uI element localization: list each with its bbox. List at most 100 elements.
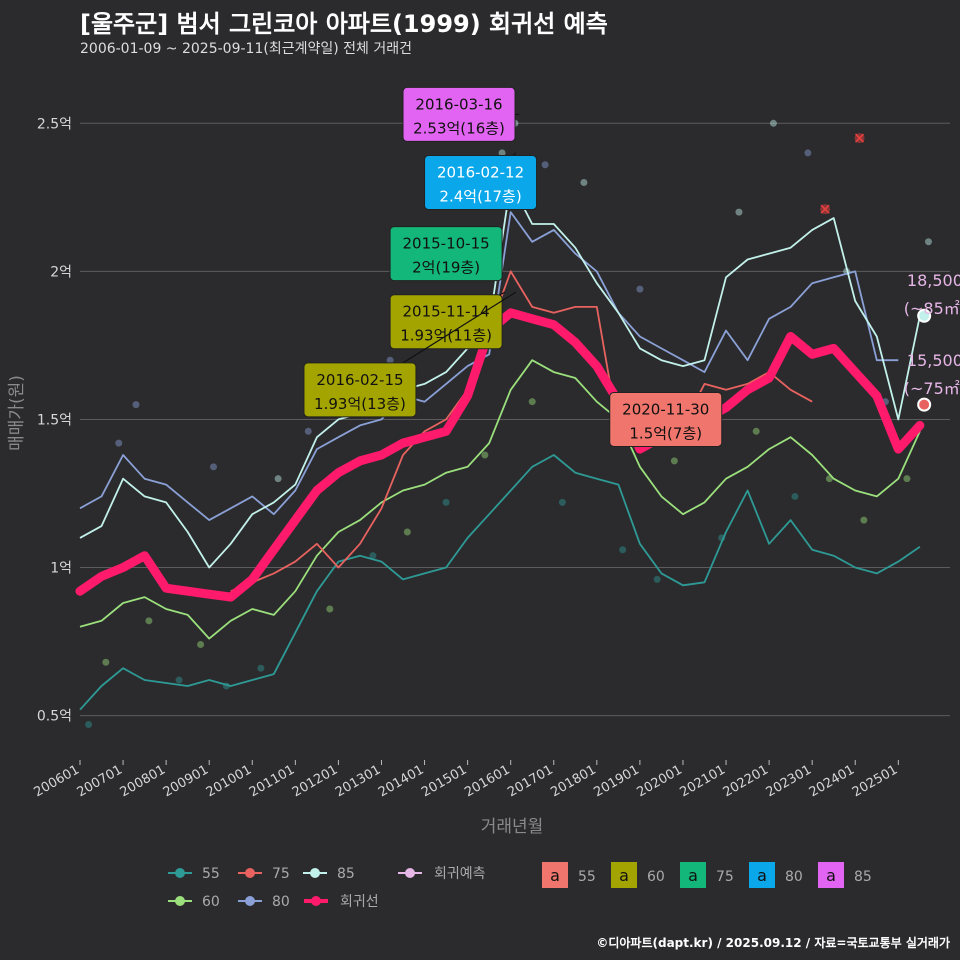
legend-trend-dot	[311, 896, 321, 906]
forecast-point	[917, 308, 932, 323]
scatter-point	[558, 498, 566, 506]
x-marker-cross	[820, 204, 830, 214]
legend-box	[680, 862, 706, 888]
y-tick-label: 2억	[50, 264, 72, 280]
forecast-point	[917, 397, 932, 412]
y-axis-label: 매매가(원)	[7, 375, 27, 451]
legend-dot	[175, 896, 185, 906]
legend-dot	[175, 868, 185, 878]
annotation-date: 2020-11-30	[622, 400, 709, 418]
scatter-point	[498, 149, 506, 157]
legend-box-glyph: a	[550, 866, 560, 885]
annotation-price: 2억(19층)	[412, 259, 480, 277]
scatter-point	[304, 427, 312, 435]
annotations: 2016-03-16 2.53억(16층) 2016-02-12 2.4억(17층) 2…	[303, 86, 723, 447]
annotation-date: 2015-11-14	[403, 303, 490, 321]
scatter-point	[752, 427, 760, 435]
annotation-box	[303, 362, 417, 418]
legend-box	[749, 862, 775, 888]
legend-box-glyph: a	[619, 866, 629, 885]
legend-label: 75	[272, 866, 290, 882]
y-tick-label: 1억	[50, 561, 72, 577]
x-tick-label: 200801	[118, 762, 168, 800]
scatter-point	[924, 238, 932, 246]
x-tick-label: 202501	[850, 762, 900, 800]
x-tick-label: 201601	[462, 762, 512, 800]
annotation-box	[609, 391, 723, 447]
source-caption: ©디아파트(dapt.kr) / 2025.09.12 / 자료=국토교통부 실…	[596, 936, 950, 950]
x-tick-label: 200901	[161, 762, 211, 800]
x-tick-label: 202201	[721, 762, 771, 800]
scatter-point	[481, 451, 489, 459]
x-tick-label: 201101	[247, 762, 297, 800]
x-tick-label: 201001	[204, 762, 254, 800]
scatter-point	[175, 676, 183, 684]
series-line-60	[79, 359, 921, 640]
scatter-point	[860, 516, 868, 524]
scatter-point	[326, 605, 334, 613]
grid-lines	[80, 122, 950, 717]
annotation-price: 2.53억(16층)	[413, 119, 505, 137]
annotation-date: 2016-03-16	[415, 95, 502, 113]
x-tick-label: 201301	[333, 762, 383, 800]
series-line-80	[79, 211, 899, 521]
chart-subtitle: 2006-01-09 ~ 2025-09-11(최근계약일) 전체 거래건	[80, 41, 412, 57]
series-line-75	[230, 270, 813, 593]
legend-trend-label: 회귀선	[340, 894, 379, 910]
scatter-point	[403, 528, 411, 536]
markers: 18,500 (~85㎡) 15,500 (~75㎡)	[820, 133, 960, 412]
scatter-point	[791, 492, 799, 500]
scatter-point	[102, 658, 110, 666]
forecast-unit-label: (~85㎡)	[904, 299, 960, 318]
x-tick-label: 200701	[75, 762, 125, 800]
legend-dot	[245, 868, 255, 878]
scatter-point	[670, 457, 678, 465]
legend-box-glyph: a	[757, 866, 767, 885]
legend-box-label: 60	[647, 869, 665, 885]
annotation-price: 2.4억(17층)	[439, 188, 521, 206]
scatter-point	[769, 119, 777, 127]
annotation-date: 2015-10-15	[403, 235, 490, 253]
y-axis: 0.5억 1억 1.5억 2억 2.5억	[37, 116, 72, 724]
x-axis: 2006012007012008012009012010012011012012…	[32, 760, 900, 800]
x-tick-label: 201701	[505, 762, 555, 800]
x-tick-label: 201901	[591, 762, 641, 800]
forecast-unit-label: (~75㎡)	[904, 379, 960, 398]
legend-box-glyph: a	[688, 866, 698, 885]
x-tick-label: 201401	[376, 762, 426, 800]
scatter-point	[636, 285, 644, 293]
x-tick-label: 202301	[764, 762, 814, 800]
scatter-point	[197, 641, 205, 649]
forecast-value-label: 15,500	[907, 351, 960, 370]
x-tick-label: 202001	[634, 762, 684, 800]
annotation-price: 1.93억(13층)	[314, 395, 406, 413]
scatter-point	[541, 161, 549, 169]
annotation-price: 1.5억(7층)	[629, 424, 702, 442]
scatter-point	[804, 149, 812, 157]
trend-line-path	[75, 308, 925, 602]
legend-forecast-label: 회귀예측	[434, 866, 486, 882]
annotation-box	[424, 155, 538, 211]
scatter-point	[85, 720, 93, 728]
legend-dot	[245, 896, 255, 906]
scatter-point	[257, 664, 265, 672]
scatter-point	[386, 356, 394, 364]
x-tick-label: 200601	[32, 762, 82, 800]
forecast-value-label: 18,500	[907, 271, 960, 290]
scatter-point	[580, 179, 588, 187]
legend-label: 80	[272, 894, 290, 910]
scatter-point	[528, 398, 536, 406]
annotation-date: 2016-02-12	[437, 164, 524, 182]
scatter-point	[210, 463, 218, 471]
series-line-55	[79, 454, 921, 711]
legend-box-label: 80	[785, 869, 803, 885]
legend-box	[611, 862, 637, 888]
scatter-point	[115, 439, 123, 447]
legend-box-label: 85	[854, 869, 872, 885]
scatter-point	[619, 546, 627, 554]
legend-label: 55	[202, 866, 220, 882]
legend-box	[542, 862, 568, 888]
scatter-point	[442, 498, 450, 506]
